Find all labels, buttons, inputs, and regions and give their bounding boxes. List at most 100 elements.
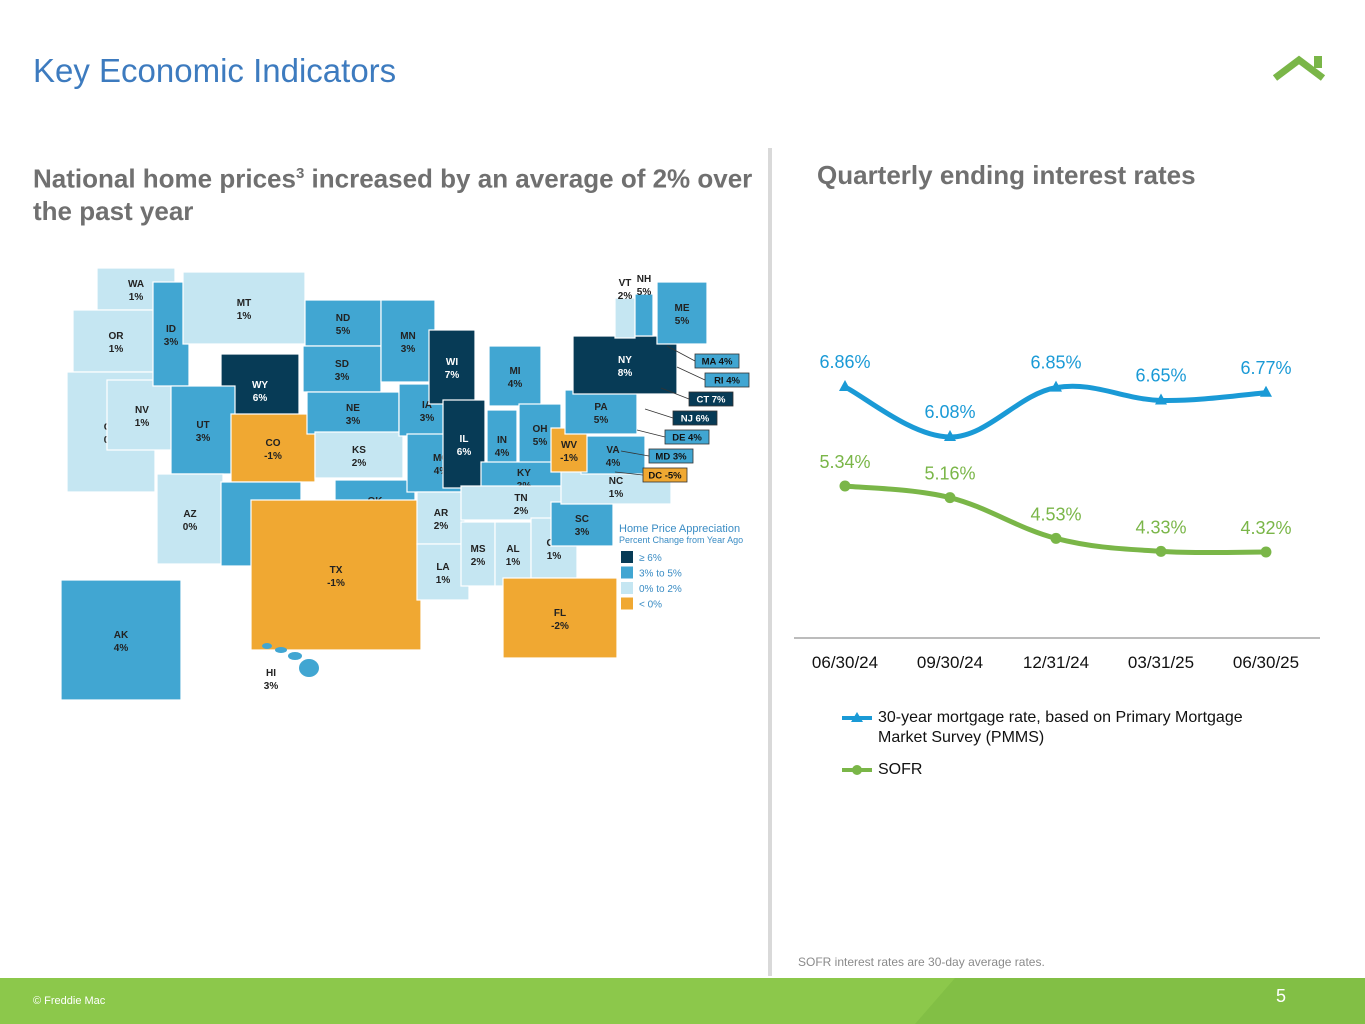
state-value: -2% bbox=[551, 621, 569, 632]
sofr-point bbox=[944, 492, 956, 504]
state-value: 1% bbox=[129, 292, 144, 303]
state-label: NE bbox=[346, 403, 360, 414]
sofr-data-label: 5.16% bbox=[924, 464, 975, 484]
state-value: 5% bbox=[675, 316, 690, 327]
state-value: 2% bbox=[434, 521, 449, 532]
callout-ma: MA 4% bbox=[666, 345, 740, 369]
state-va: VA 4% bbox=[580, 435, 646, 475]
state-value: 0% bbox=[183, 522, 198, 533]
state-label: IA bbox=[422, 400, 432, 411]
mortgage-point bbox=[839, 380, 851, 391]
map-legend-swatch bbox=[621, 566, 633, 579]
x-tick-label: 03/31/25 bbox=[1128, 653, 1194, 672]
chart-legend: 30-year mortgage rate, based on Primary … bbox=[842, 708, 1322, 792]
state-sd: SD 3% bbox=[302, 345, 382, 393]
sofr-point bbox=[1260, 546, 1272, 558]
state-value: 5% bbox=[594, 415, 609, 426]
state-label: KY bbox=[517, 468, 531, 479]
state-pa: PA 5% bbox=[564, 389, 638, 435]
state-fl: FL -2% bbox=[502, 577, 618, 659]
section-divider bbox=[768, 148, 772, 976]
state-label: TX bbox=[330, 565, 343, 576]
mortgage-data-label: 6.08% bbox=[924, 402, 975, 422]
page-title: Key Economic Indicators bbox=[33, 52, 397, 89]
state-value: 2% bbox=[352, 458, 367, 469]
state-mi: MI 4% bbox=[488, 345, 542, 407]
state-ne: NE 3% bbox=[306, 391, 400, 435]
mortgage-point bbox=[1260, 385, 1272, 397]
state-ar: AR 2% bbox=[416, 491, 466, 545]
mortgage-point bbox=[944, 430, 956, 441]
state-ny: NY 8% bbox=[572, 335, 678, 395]
state-label: SC bbox=[575, 514, 589, 525]
state-label: MT bbox=[237, 298, 251, 309]
mortgage-line bbox=[843, 383, 1267, 440]
state-value: 1% bbox=[135, 418, 150, 429]
state-value: 3% bbox=[196, 433, 211, 444]
state-hi: HI 3% bbox=[262, 643, 319, 692]
page-number: 5 bbox=[1276, 986, 1287, 1006]
state-value: 2% bbox=[514, 506, 529, 517]
svg-text:NJ 6%: NJ 6% bbox=[681, 414, 710, 425]
state-value: 3% bbox=[164, 337, 179, 348]
state-label: IL bbox=[460, 434, 469, 445]
state-la: LA 1% bbox=[416, 543, 470, 601]
legend-item-sofr: SOFR bbox=[842, 760, 1322, 780]
svg-text:RI 4%: RI 4% bbox=[714, 376, 740, 387]
mortgage-data-label: 6.65% bbox=[1135, 365, 1186, 385]
state-value: 4% bbox=[495, 448, 510, 459]
state-value: 4% bbox=[508, 379, 523, 390]
state-label: VT bbox=[619, 278, 632, 289]
state-value: -1% bbox=[327, 578, 345, 589]
map-legend-swatch bbox=[621, 582, 633, 594]
state-value: -1% bbox=[560, 453, 578, 464]
state-nd: ND 5% bbox=[304, 299, 382, 347]
mortgage-data-label: 6.86% bbox=[819, 352, 870, 372]
callout-dc: DC -5% bbox=[614, 467, 688, 483]
footer-bar: © Freddie Mac 5 bbox=[0, 978, 1365, 1024]
svg-text:DE 4%: DE 4% bbox=[672, 433, 702, 444]
state-label: ND bbox=[336, 313, 350, 324]
state-value: 3% bbox=[420, 413, 435, 424]
footer-accent bbox=[915, 978, 1365, 1024]
callout-ri: RI 4% bbox=[676, 366, 750, 388]
state-value: 3% bbox=[264, 681, 279, 692]
callout-de: DE 4% bbox=[636, 429, 710, 445]
state-label: ID bbox=[166, 324, 176, 335]
triangle-marker-icon bbox=[842, 712, 872, 722]
map-legend-swatch bbox=[621, 551, 633, 563]
callout-nj: NJ 6% bbox=[644, 408, 718, 426]
state-nh: NH 5% bbox=[634, 274, 654, 337]
state-label: AL bbox=[506, 544, 519, 555]
state-value: 5% bbox=[533, 437, 548, 448]
state-value: 5% bbox=[637, 287, 652, 298]
sofr-data-label: 4.53% bbox=[1030, 504, 1081, 524]
state-label: NH bbox=[637, 274, 651, 285]
svg-text:CT 7%: CT 7% bbox=[696, 395, 726, 406]
state-nv: NV 1% bbox=[106, 379, 178, 451]
x-tick-label: 12/31/24 bbox=[1023, 653, 1089, 672]
map-legend-label: 3% to 5% bbox=[639, 569, 682, 580]
callout-md: MD 3% bbox=[620, 448, 694, 464]
mortgage-data-label: 6.85% bbox=[1030, 353, 1081, 373]
sofr-data-label: 4.33% bbox=[1135, 517, 1186, 537]
svg-text:DC -5%: DC -5% bbox=[648, 471, 682, 482]
state-label: CO bbox=[266, 438, 281, 449]
sofr-point bbox=[839, 480, 851, 492]
state-vt: VT 2% bbox=[614, 278, 636, 339]
state-tx: TX -1% bbox=[250, 499, 422, 651]
state-label: IN bbox=[497, 435, 507, 446]
mortgage-point bbox=[1155, 393, 1167, 405]
state-co: CO -1% bbox=[230, 413, 316, 483]
footnote: SOFR interest rates are 30-day average r… bbox=[798, 955, 1045, 969]
state-value: 6% bbox=[253, 393, 268, 404]
callout-ct: CT 7% bbox=[660, 387, 734, 407]
state-label: LA bbox=[436, 562, 449, 573]
state-ut: UT 3% bbox=[170, 385, 236, 475]
x-tick-label: 09/30/24 bbox=[917, 653, 983, 672]
interest-rates-heading: Quarterly ending interest rates bbox=[817, 160, 1196, 190]
map-legend-label: 0% to 2% bbox=[639, 584, 682, 595]
state-label: MI bbox=[509, 366, 520, 377]
heading-text: National home prices bbox=[33, 163, 296, 194]
